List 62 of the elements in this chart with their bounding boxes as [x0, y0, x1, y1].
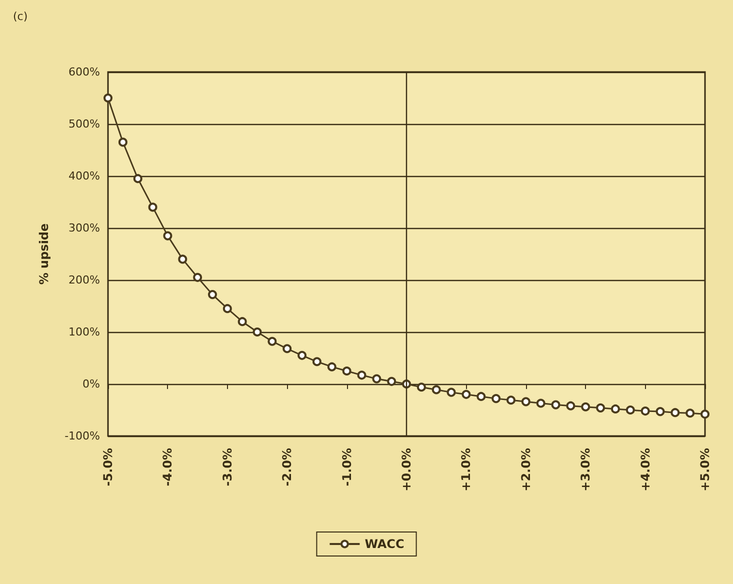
point: [432, 385, 441, 394]
point: [640, 406, 650, 416]
point: [536, 398, 546, 408]
point: [238, 317, 247, 326]
point: [372, 374, 382, 384]
point: [193, 272, 202, 282]
point: [357, 370, 366, 380]
chart-title: (c): [13, 10, 28, 23]
point: [104, 94, 112, 102]
point: [626, 406, 635, 414]
point: [596, 403, 606, 412]
point: [387, 376, 396, 386]
point: [252, 328, 262, 336]
point: [298, 350, 307, 360]
point: [446, 388, 456, 397]
point: [163, 231, 172, 240]
point: [581, 402, 590, 412]
point: [342, 366, 352, 376]
point: [268, 336, 277, 346]
point: [492, 394, 501, 404]
point: [208, 290, 217, 300]
x-tick-label: -1.0%: [340, 448, 354, 486]
y-axis-title: % upside: [37, 223, 51, 285]
y-tick-label: 600%: [68, 66, 100, 78]
point: [148, 202, 158, 212]
x-tick-label: -4.0%: [160, 448, 175, 486]
x-tick-label: +4.0%: [638, 448, 652, 492]
point: [416, 382, 426, 392]
point: [521, 397, 530, 406]
y-tick-label: 300%: [68, 222, 100, 234]
point: [327, 362, 336, 372]
x-tick-label: -2.0%: [280, 448, 294, 486]
point: [222, 304, 232, 314]
point: [476, 392, 486, 401]
x-tick-label: +0.0%: [400, 448, 414, 492]
x-tick-label: -5.0%: [101, 448, 115, 486]
point: [686, 408, 695, 418]
y-tick-label: 500%: [68, 118, 100, 130]
legend-label: WACC: [364, 537, 404, 551]
point: [566, 401, 576, 410]
y-tick-label: 400%: [68, 170, 100, 182]
point: [670, 408, 680, 418]
y-tick-label: 200%: [68, 274, 100, 286]
point: [610, 404, 620, 414]
point: [178, 254, 188, 264]
point: [462, 390, 471, 399]
point: [282, 344, 292, 354]
point: [551, 400, 560, 410]
point: [133, 174, 142, 184]
y-tick-label: -100%: [64, 430, 100, 442]
y-tick-label: 0%: [82, 378, 100, 390]
x-tick-label: +2.0%: [518, 448, 533, 492]
point: [506, 396, 516, 405]
x-tick-label: +1.0%: [459, 448, 474, 492]
y-tick-label: 100%: [68, 326, 100, 338]
point: [118, 138, 128, 147]
x-tick-label: -3.0%: [220, 448, 234, 486]
x-tick-label: +3.0%: [578, 448, 593, 492]
point: [312, 357, 322, 366]
x-tick-label: +5.0%: [698, 448, 712, 492]
point: [656, 407, 665, 416]
point: [700, 410, 710, 419]
